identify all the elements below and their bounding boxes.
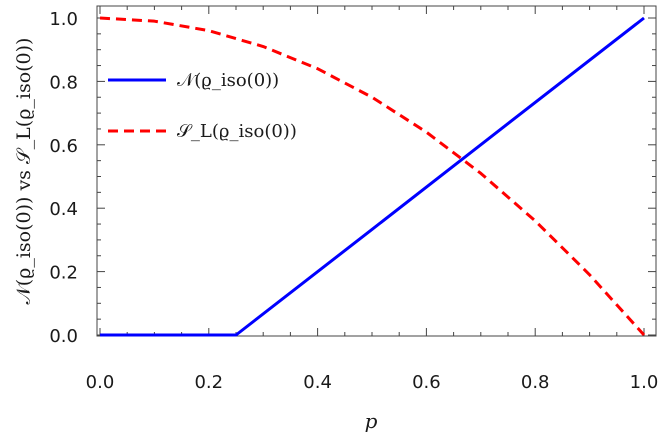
legend: 𝒩(ϱ_iso(0)) 𝒮_L(ϱ_iso(0)) <box>108 70 297 142</box>
x-tick-label: 0.6 <box>412 372 441 393</box>
x-tick-label: 0.8 <box>521 372 550 393</box>
y-tick-label: 0.8 <box>49 72 78 93</box>
x-tick-label: 0.4 <box>303 372 332 393</box>
y-tick-label: 1.0 <box>49 9 78 30</box>
series-layer <box>99 16 646 337</box>
x-axis-label: p <box>365 409 378 433</box>
x-tick-label: 1.0 <box>630 372 659 393</box>
y-tick-label: 0.2 <box>49 263 78 284</box>
series-line-1 <box>100 16 645 337</box>
ticks: 0.0 0.2 0.4 0.6 0.8 1.0 0.0 0.2 0.4 0.6 0.8 1.0 <box>49 6 658 393</box>
y-tick-label: 0.6 <box>49 136 78 157</box>
y-tick-label: 0.0 <box>49 326 78 347</box>
y-axis-label: 𝒩(ϱ_iso(0)) vs 𝒮_L(ϱ_iso(0)) <box>13 38 35 305</box>
legend-label-1: 𝒩(ϱ_iso(0)) <box>177 70 279 91</box>
series-line-2 <box>99 16 646 337</box>
legend-label-2: 𝒮_L(ϱ_iso(0)) <box>177 121 297 142</box>
y-tick-label: 0.4 <box>49 199 78 220</box>
x-tick-label: 0.0 <box>86 372 115 393</box>
x-tick-label: 0.2 <box>194 372 223 393</box>
plot-frame <box>96 5 657 337</box>
